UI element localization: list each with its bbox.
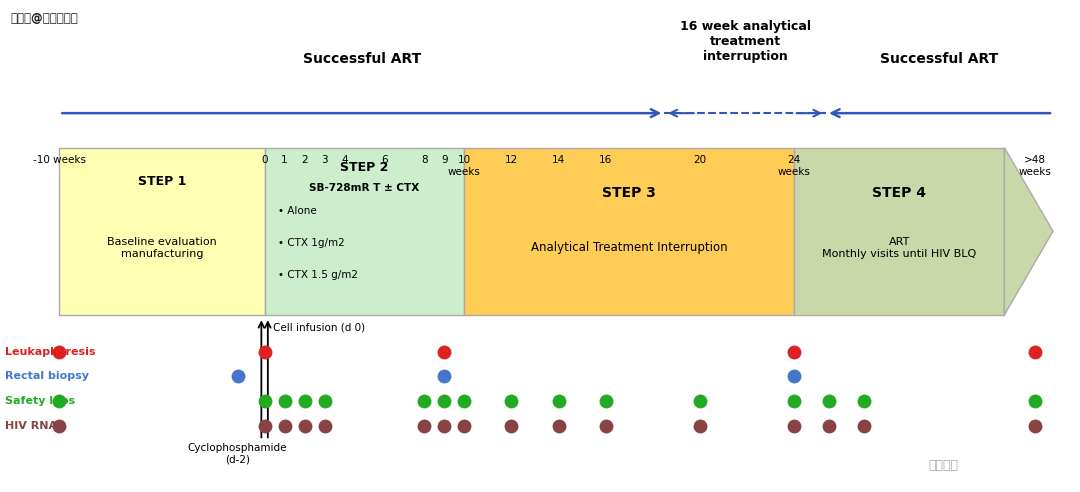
Text: 10
weeks: 10 weeks [448,155,481,177]
Text: Successful ART: Successful ART [880,52,999,66]
Text: • CTX 1g/m2: • CTX 1g/m2 [278,238,345,248]
Text: HIV RNA: HIV RNA [5,421,57,430]
Text: 9: 9 [441,155,448,165]
Text: 12: 12 [504,155,518,165]
Text: STEP 1: STEP 1 [138,175,186,187]
Point [821,422,838,430]
Point [435,422,454,430]
Point [315,397,333,405]
Text: Successful ART: Successful ART [302,52,421,66]
Text: 优艾课堂: 优艾课堂 [929,460,959,472]
Point [296,397,313,405]
Point [276,422,294,430]
Text: 16 week analytical
treatment
interruption: 16 week analytical treatment interruptio… [679,20,811,62]
Point [435,397,454,405]
Text: 16: 16 [599,155,612,165]
Text: STEP 2: STEP 2 [340,161,389,174]
Point [785,397,802,405]
Point [855,422,873,430]
Point [503,422,521,430]
Point [416,397,433,405]
Point [1026,422,1043,430]
Point [785,348,802,356]
Text: ART
Monthly visits until HIV BLQ: ART Monthly visits until HIV BLQ [822,237,976,259]
Point [315,422,333,430]
Text: Baseline evaluation
manufacturing: Baseline evaluation manufacturing [107,237,217,259]
Text: 14: 14 [552,155,565,165]
Point [855,397,873,405]
FancyBboxPatch shape [265,148,464,315]
Point [785,372,802,380]
Point [691,397,708,405]
Point [821,397,838,405]
Text: 搜狐号@优文课室啊: 搜狐号@优文课室啊 [11,12,79,25]
Text: -10 weeks: -10 weeks [32,155,86,165]
FancyBboxPatch shape [464,148,794,315]
Text: • Alone: • Alone [278,206,316,216]
Text: • CTX 1.5 g/m2: • CTX 1.5 g/m2 [278,270,357,280]
Text: Cyclophosphamide
(d-2): Cyclophosphamide (d-2) [188,443,287,464]
Text: 8: 8 [421,155,428,165]
Text: 0: 0 [261,155,268,165]
Point [256,397,273,405]
Text: Cell infusion (d 0): Cell infusion (d 0) [273,322,365,332]
Point [435,372,454,380]
Point [503,397,521,405]
Text: 1: 1 [281,155,288,165]
Point [256,422,273,430]
Text: Safety labs: Safety labs [5,396,76,406]
Point [51,348,68,356]
FancyBboxPatch shape [59,148,265,315]
Point [456,397,473,405]
Text: 4: 4 [341,155,348,165]
Text: 3: 3 [321,155,328,165]
Point [597,422,615,430]
Text: 6: 6 [381,155,388,165]
Point [1026,348,1043,356]
Point [296,422,313,430]
Point [276,397,294,405]
Text: Rectal biopsy: Rectal biopsy [5,371,90,381]
Point [416,422,433,430]
Point [785,422,802,430]
Text: >48
weeks: >48 weeks [1018,155,1051,177]
Point [597,397,615,405]
Text: 20: 20 [693,155,706,165]
FancyBboxPatch shape [794,148,1004,315]
Point [550,422,567,430]
Text: 2: 2 [301,155,308,165]
Text: 24
weeks: 24 weeks [778,155,810,177]
Polygon shape [1004,148,1053,315]
Point [1026,397,1043,405]
Point [456,422,473,430]
Text: Leukapheresis: Leukapheresis [5,347,96,357]
Point [256,348,273,356]
Point [229,372,246,380]
Point [51,397,68,405]
Text: STEP 3: STEP 3 [603,186,656,200]
Text: STEP 4: STEP 4 [873,186,927,200]
Point [550,397,567,405]
Point [691,422,708,430]
Point [51,422,68,430]
Point [435,348,454,356]
Text: SB-728mR T ± CTX: SB-728mR T ± CTX [309,183,420,193]
Text: Analytical Treatment Interruption: Analytical Treatment Interruption [530,242,728,254]
